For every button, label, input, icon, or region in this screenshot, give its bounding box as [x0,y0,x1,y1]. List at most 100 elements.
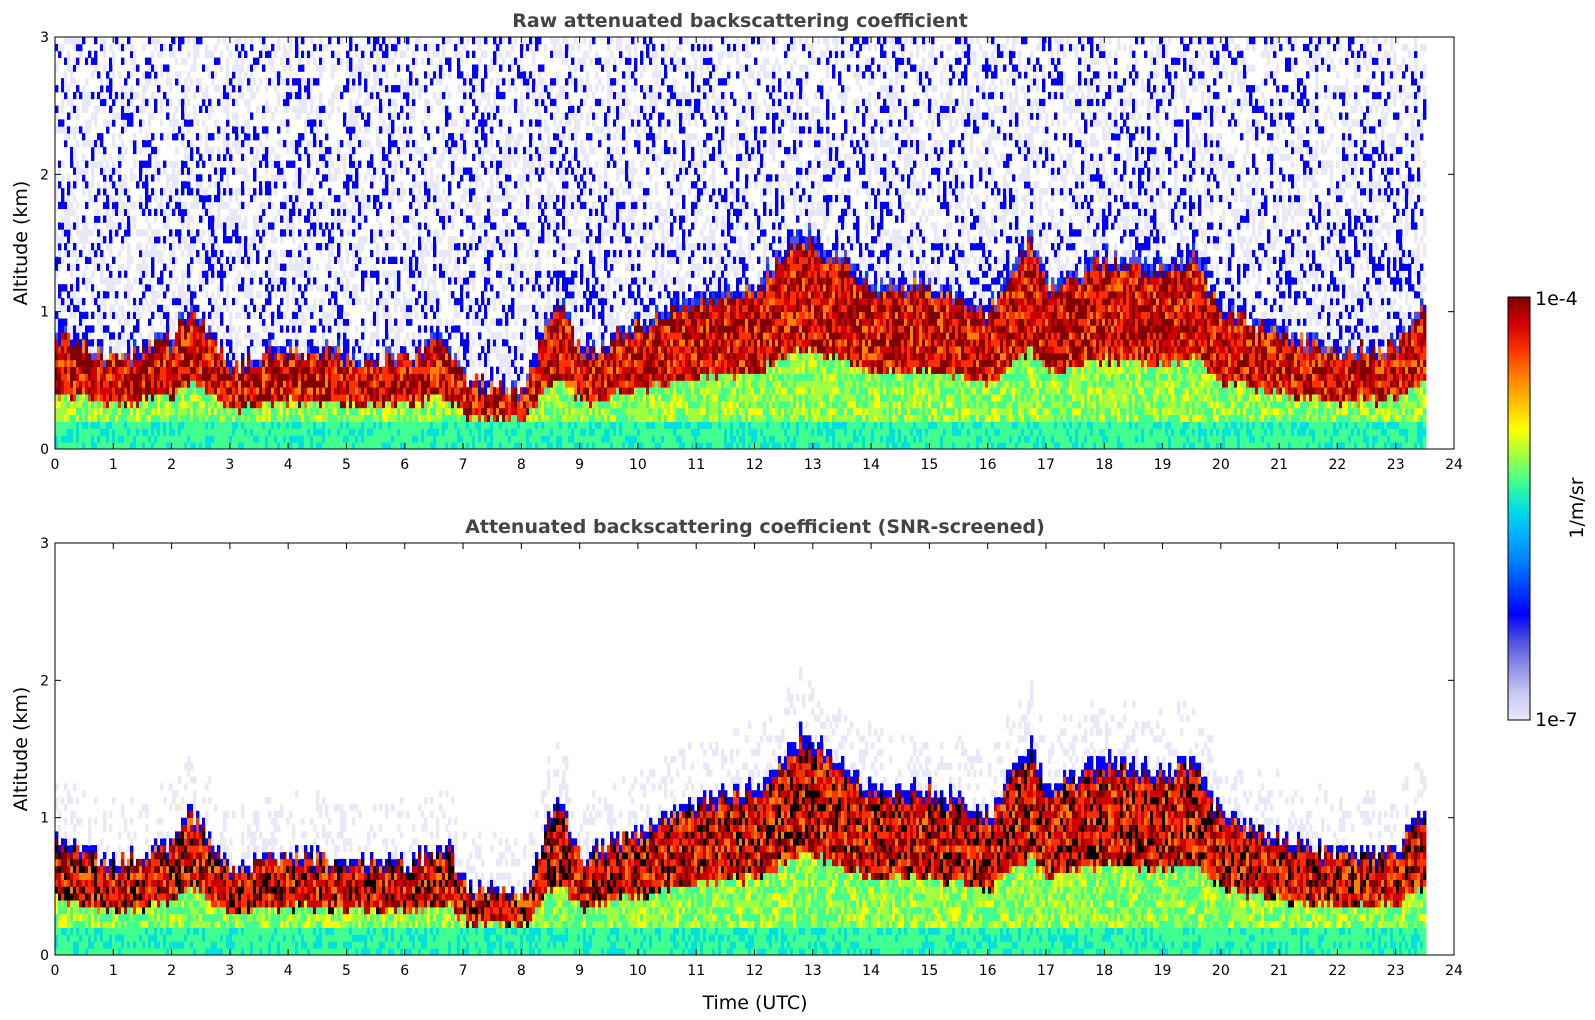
heatmap-cell [145,229,148,236]
heatmap-cell [121,374,124,381]
heatmap-cell [100,319,103,326]
heatmap-cell [85,202,88,209]
heatmap-cell [184,202,187,209]
heatmap-cell [163,422,166,429]
heatmap-cell [235,222,238,229]
heatmap-cell [106,374,109,381]
heatmap-cell [115,374,118,381]
heatmap-cell [199,216,202,223]
heatmap-cell [91,401,94,408]
heatmap-cell [184,435,187,442]
heatmap-cell [127,374,130,381]
heatmap-cell [61,346,64,353]
heatmap-cell [214,85,217,92]
heatmap-cell [220,422,223,429]
heatmap-cell [181,353,184,360]
heatmap-cell [169,188,172,195]
heatmap-cell [61,99,64,106]
heatmap-cell [163,168,166,175]
heatmap-cell [169,394,172,401]
heatmap-cell [211,250,214,257]
heatmap-cell [187,113,190,120]
heatmap-cell [226,387,229,394]
heatmap-cell [148,394,151,401]
heatmap-cell [217,202,220,209]
heatmap-cell [67,113,70,120]
heatmap-cell [211,264,214,271]
heatmap-cell [73,408,76,415]
heatmap-cell [58,284,61,291]
heatmap-cell [70,394,73,401]
heatmap-cell [82,188,85,195]
heatmap-cell [127,401,130,408]
heatmap-cell [97,374,100,381]
heatmap-cell [187,346,190,353]
heatmap-cell [202,360,205,367]
heatmap-cell [112,408,115,415]
heatmap-cell [112,428,115,435]
heatmap-cell [235,119,238,126]
heatmap-cell [82,374,85,381]
heatmap-cell [61,442,64,449]
heatmap-cell [124,367,127,374]
heatmap-cell [181,346,184,353]
heatmap-cell [199,195,202,202]
heatmap-cell [181,325,184,332]
heatmap-cell [163,367,166,374]
heatmap-cell [181,284,184,291]
heatmap-cell [235,250,238,257]
heatmap-cell [157,85,160,92]
heatmap-cell [109,154,112,161]
heatmap-cell [163,428,166,435]
heatmap-cell [175,401,178,408]
heatmap-cell [109,346,112,353]
heatmap-cell [121,99,124,106]
heatmap-cell [166,222,169,229]
heatmap-cell [211,202,214,209]
heatmap-cell [124,222,127,229]
heatmap-cell [196,442,199,449]
heatmap-cell [196,415,199,422]
heatmap-cell [67,325,70,332]
heatmap-cell [214,435,217,442]
heatmap-cell [124,229,127,236]
heatmap-cell [208,415,211,422]
heatmap-cell [157,332,160,339]
heatmap-cell [148,346,151,353]
heatmap-cell [100,422,103,429]
heatmap-cell [112,257,115,264]
heatmap-cell [214,58,217,65]
heatmap-cell [166,353,169,360]
heatmap-cell [151,92,154,99]
heatmap-cell [214,168,217,175]
heatmap-cell [175,133,178,140]
heatmap-cell [70,298,73,305]
heatmap-cell [121,435,124,442]
heatmap-cell [193,325,196,332]
heatmap-cell [82,37,85,44]
heatmap-cell [223,380,226,387]
heatmap-cell [154,380,157,387]
heatmap-cell [64,284,67,291]
heatmap-cell [160,65,163,72]
heatmap-cell [139,161,142,168]
heatmap-cell [220,374,223,381]
heatmap-cell [163,346,166,353]
heatmap-cell [229,85,232,92]
heatmap-cell [199,387,202,394]
heatmap-cell [199,374,202,381]
heatmap-cell [181,319,184,326]
heatmap-cell [130,257,133,264]
heatmap-cell [205,65,208,72]
heatmap-cell [208,422,211,429]
heatmap-cell [181,85,184,92]
heatmap-cell [229,380,232,387]
heatmap-cell [67,264,70,271]
heatmap-cell [85,140,88,147]
heatmap-cell [226,99,229,106]
heatmap-cell [187,277,190,284]
heatmap-cell [76,305,79,312]
heatmap-cell [142,71,145,78]
heatmap-cell [202,415,205,422]
heatmap-cell [58,181,61,188]
